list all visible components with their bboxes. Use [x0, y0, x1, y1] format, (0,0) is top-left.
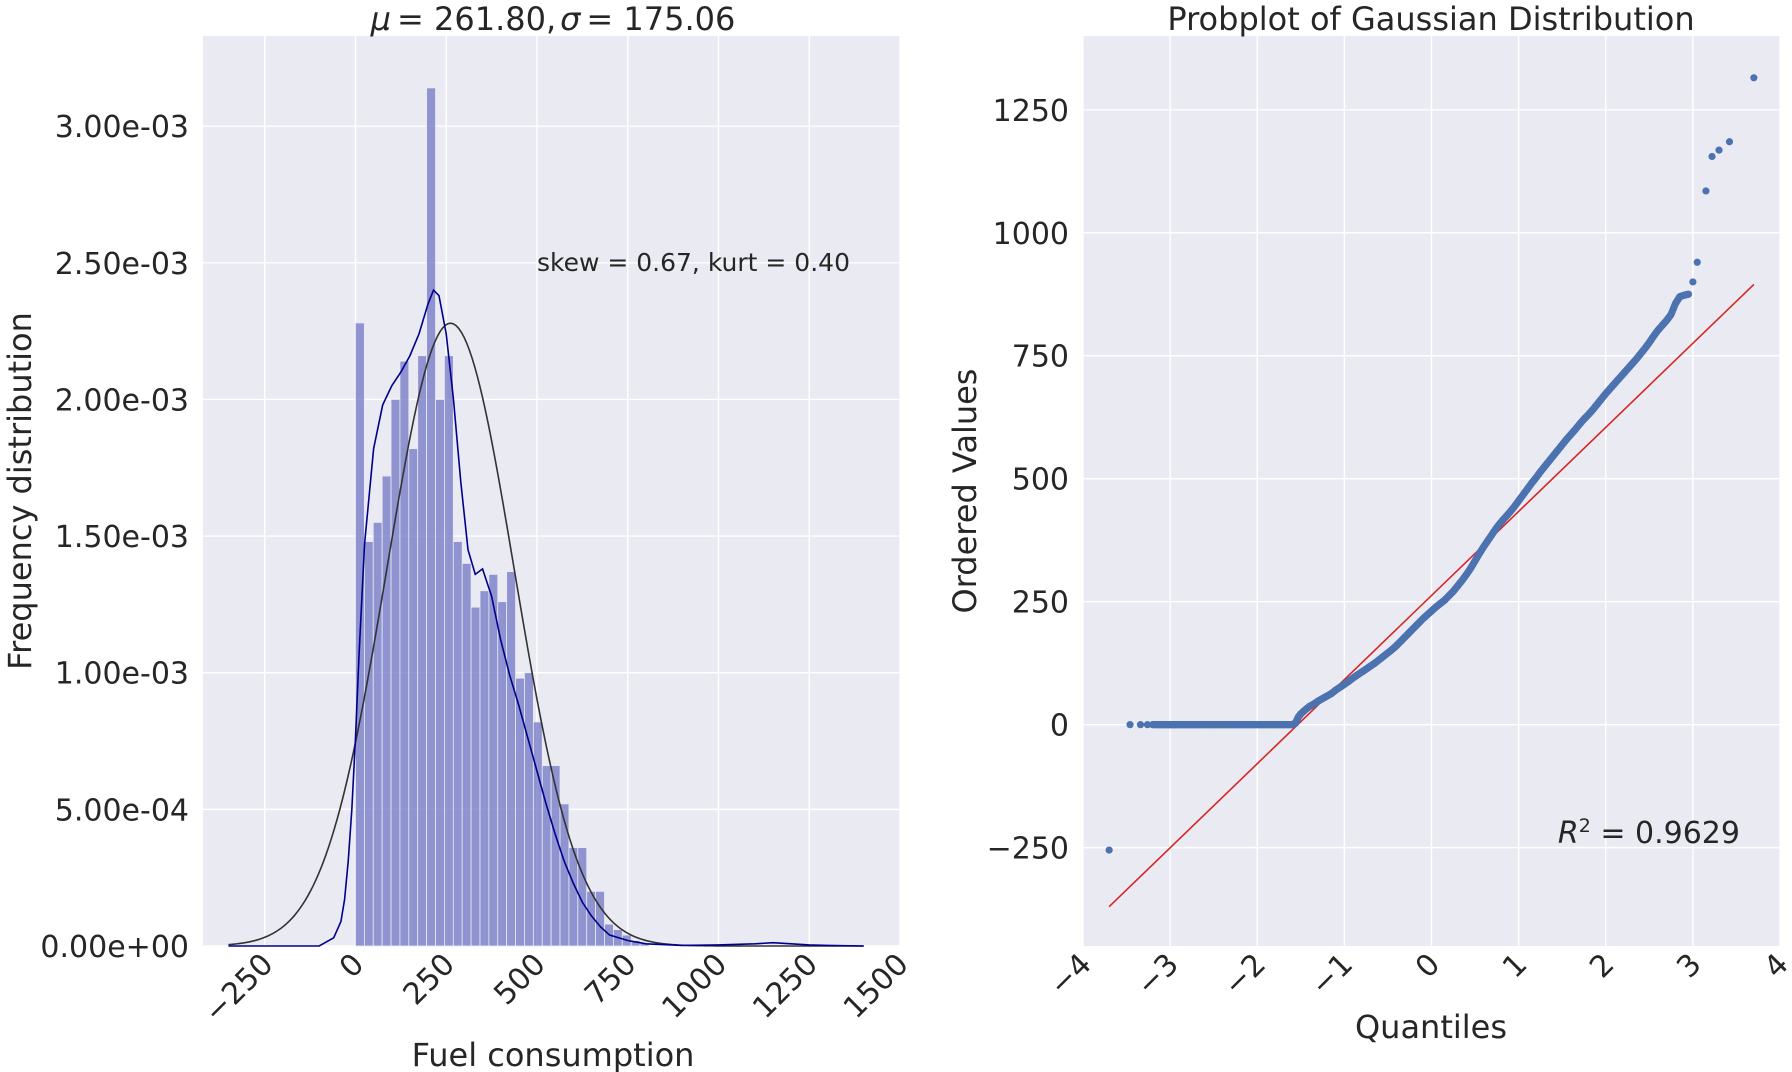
histogram-y-axis-label: Frequency distribution — [1, 312, 39, 670]
probplot-points — [1105, 74, 1758, 854]
r-squared-superscript: 2 — [1579, 815, 1591, 837]
histogram-bar — [568, 847, 579, 947]
probplot-chart: −250 0 250 500 750 1000 1250 −4 −3 −2 −1 0 1 2 3 4 Pro… — [946, 0, 1792, 1046]
histogram-bar — [372, 522, 383, 947]
histogram-x-tick-label: 1500 — [837, 947, 916, 1026]
histogram-bar — [470, 606, 481, 947]
probplot-y-tick-label: 0 — [1050, 709, 1069, 744]
kurt-value: = 0.40 — [757, 248, 850, 277]
probplot-y-tick-label: 500 — [1012, 463, 1069, 498]
skew-label: skew — [537, 248, 599, 277]
probplot-y-axis-label: Ordered Values — [946, 369, 984, 614]
probplot-x-tick-label: −2 — [1217, 947, 1273, 1003]
histogram-x-tick-label: 500 — [487, 947, 552, 1012]
probplot-point — [1715, 146, 1723, 154]
probplot-point — [1126, 721, 1134, 729]
histogram-y-tick-label: 2.00e-03 — [55, 383, 189, 418]
probplot-point — [1708, 152, 1716, 161]
histogram-y-tick-label: 3.00e-03 — [55, 110, 189, 145]
histogram-bar — [390, 399, 401, 947]
histogram-bar — [461, 563, 472, 947]
histogram-bar — [417, 355, 428, 947]
probplot-y-tick-labels: −250 0 250 500 750 1000 1250 — [987, 94, 1069, 867]
histogram-bar — [444, 355, 454, 947]
probplot-x-tick-label: −1 — [1304, 947, 1360, 1003]
histogram-bar — [426, 87, 436, 947]
probplot-point — [1725, 138, 1734, 146]
probplot-gridlines — [1082, 36, 1781, 946]
probplot-point — [1689, 278, 1697, 286]
probplot-y-tick-label: 1250 — [993, 94, 1069, 129]
histogram-bar — [532, 721, 543, 947]
histogram-title-sigma-value: = 175.06 — [586, 0, 735, 38]
histogram-x-tick-label: 750 — [578, 947, 643, 1012]
probplot-x-tick-label: 0 — [1409, 947, 1447, 985]
probplot-point — [1136, 721, 1145, 729]
probplot-y-tick-label: 1000 — [993, 217, 1069, 252]
probplot-y-tick-label: 750 — [1012, 340, 1069, 375]
histogram-x-tick-label: 0 — [333, 947, 371, 985]
histogram-x-tick-label: 1000 — [655, 947, 734, 1026]
histogram-bar — [435, 399, 445, 947]
probplot-point — [1702, 187, 1710, 195]
probplot-x-tick-label: 1 — [1496, 947, 1534, 985]
probplot-point — [1143, 721, 1152, 729]
histogram-y-tick-label: 0.00e+00 — [40, 930, 189, 965]
skew-kurtosis-annotation: skew = 0.67, kurt = 0.40 — [537, 248, 850, 277]
probplot-x-tick-label: 2 — [1583, 947, 1621, 985]
probplot-title: Probplot of Gaussian Distribution — [1167, 0, 1694, 38]
histogram-x-axis-label: Fuel consumption — [412, 1036, 695, 1072]
histogram-title-sigma: σ — [560, 0, 582, 38]
kurt-label: kurt — [708, 248, 758, 277]
histogram-title-mu: μ — [370, 0, 391, 38]
probplot-x-tick-label: −4 — [1043, 947, 1099, 1003]
probplot-y-tick-label: −250 — [987, 832, 1069, 867]
histogram-bar — [506, 571, 516, 947]
histogram-bar — [550, 765, 561, 947]
histogram-y-tick-label: 1.00e-03 — [55, 657, 189, 692]
histogram-y-tick-label: 5.00e-04 — [55, 793, 189, 828]
probplot-x-axis-label: Quantiles — [1355, 1008, 1507, 1046]
probplot-point — [1750, 74, 1758, 82]
histogram-x-tick-labels: −250 0 250 500 750 1000 1250 1500 — [197, 947, 915, 1030]
histogram-bar — [381, 475, 392, 947]
histogram-bar — [497, 601, 508, 947]
histogram-y-tick-label: 1.50e-03 — [55, 520, 189, 555]
normal-fit-curve — [228, 322, 864, 947]
probplot-y-tick-label: 250 — [1012, 586, 1069, 621]
probplot-point — [1684, 290, 1693, 298]
probplot-x-tick-labels: −4 −3 −2 −1 0 1 2 3 4 — [1043, 947, 1792, 1003]
probplot-x-tick-label: 3 — [1670, 947, 1708, 985]
histogram-x-tick-label: 1250 — [746, 947, 825, 1026]
histogram-bar — [595, 890, 605, 947]
r-squared-annotation: R2 = 0.9629 — [1558, 815, 1740, 851]
histogram-bar — [524, 672, 534, 947]
histogram-bar — [488, 573, 499, 947]
skew-value: = 0.67, — [599, 248, 707, 277]
histogram-title-mu-value: = 261.80, — [397, 0, 556, 38]
probplot-x-tick-label: 4 — [1757, 947, 1792, 985]
histogram-bar — [363, 541, 374, 947]
histogram-y-tick-labels: 0.00e+00 5.00e-04 1.00e-03 1.50e-03 2.00e-03… — [40, 110, 189, 965]
r-squared-symbol: R — [1558, 816, 1579, 851]
probplot-fit-line — [1108, 283, 1755, 908]
histogram-x-tick-label: 250 — [397, 947, 462, 1012]
histogram-bar — [408, 448, 419, 947]
histogram-bar — [479, 590, 490, 947]
histogram-x-tick-label: −250 — [197, 947, 280, 1030]
histogram-bar — [559, 803, 570, 947]
histogram-y-tick-label: 2.50e-03 — [55, 247, 189, 282]
probplot-point — [1105, 846, 1113, 854]
probplot-point — [1693, 258, 1701, 266]
histogram-title: μ = 261.80, σ = 175.06 — [370, 0, 736, 38]
r-squared-value: = 0.9629 — [1591, 816, 1740, 851]
histogram-chart: 0.00e+00 5.00e-04 1.00e-03 1.50e-03 2.00e-03… — [1, 0, 916, 1072]
histogram-bar — [452, 541, 463, 947]
kde-curve — [228, 288, 864, 947]
probplot-x-tick-label: −3 — [1130, 947, 1186, 1003]
